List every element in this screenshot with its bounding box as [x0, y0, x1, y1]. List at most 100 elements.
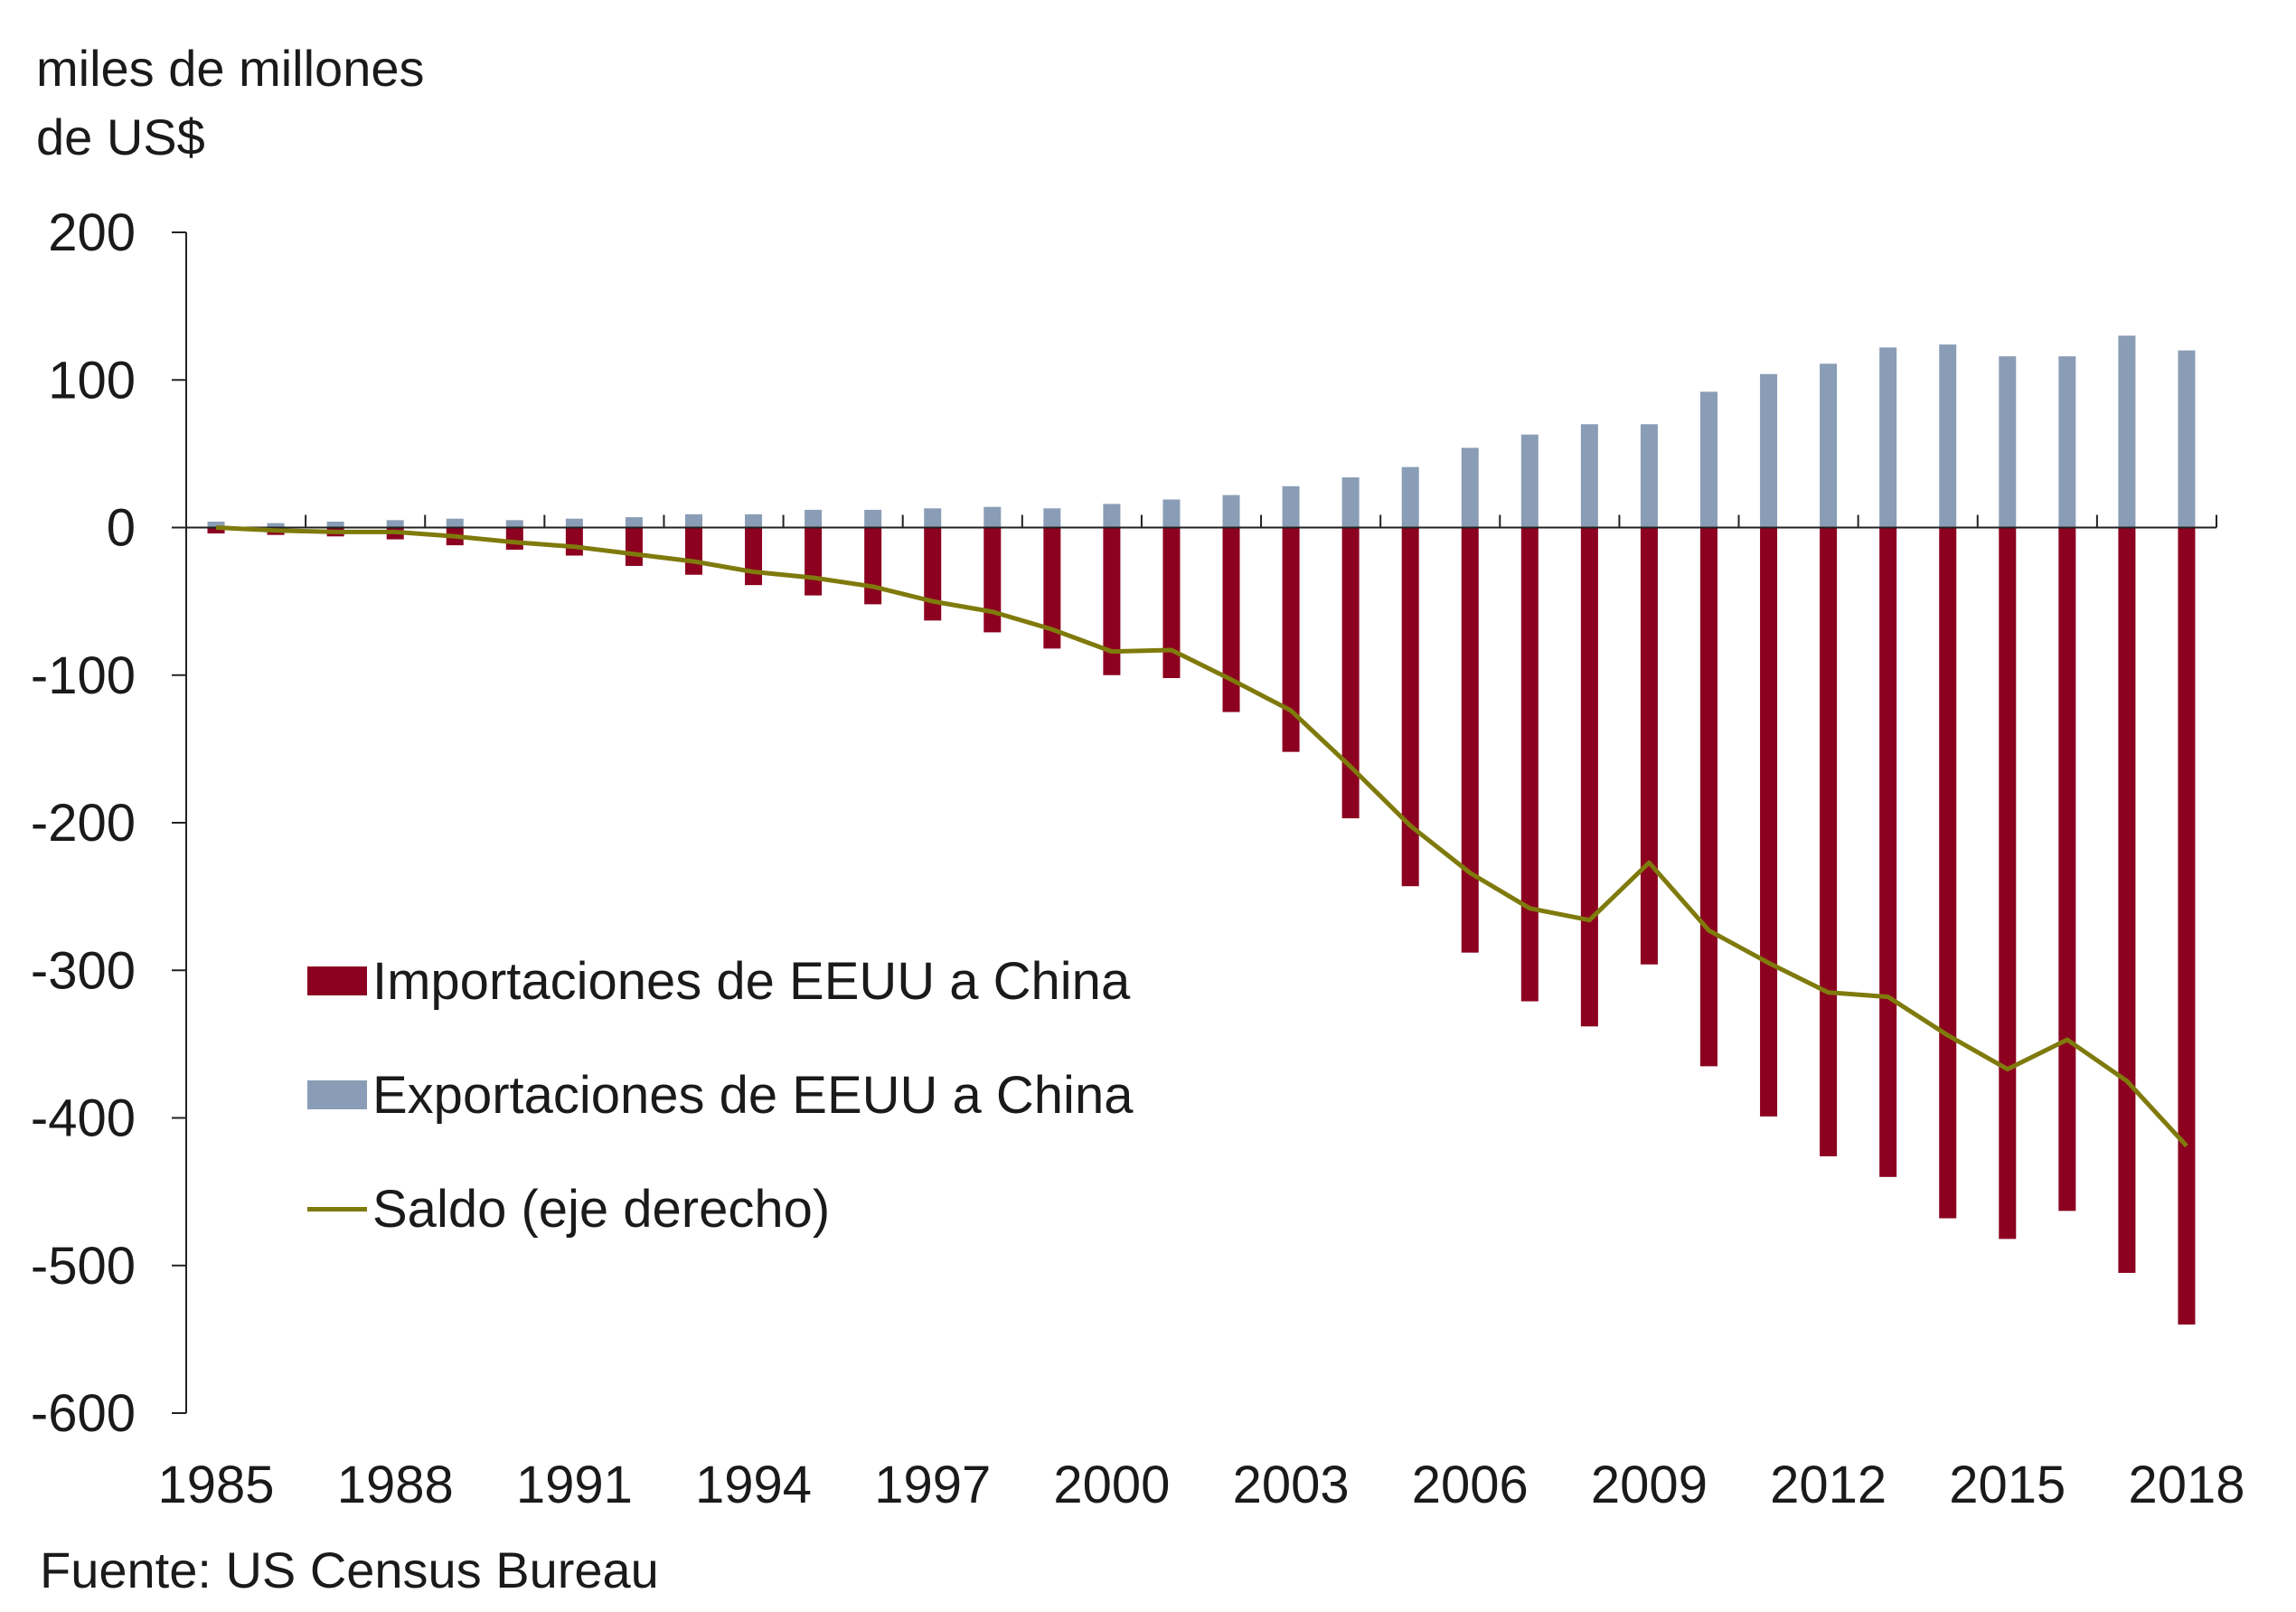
- legend-swatch-exports: [307, 1080, 367, 1109]
- export-bar-1990: [505, 520, 523, 528]
- import-bar-1997: [924, 527, 942, 621]
- legend-label-exports: Exportaciones de EEUU a China: [372, 1065, 1134, 1125]
- export-bar-2013: [1879, 347, 1897, 528]
- export-bar-1989: [446, 518, 464, 528]
- x-tick-label: 2012: [1770, 1456, 1887, 1514]
- unit-label-line-1: miles de millones: [36, 40, 425, 97]
- y-tick-labels: 200 100 0 -100 -200 -300 -400 -500 -600: [31, 203, 136, 1443]
- import-bar-1999: [1043, 527, 1061, 649]
- x-tick-label: 2006: [1412, 1456, 1529, 1514]
- export-bar-1996: [864, 509, 882, 528]
- export-bar-2017: [2118, 335, 2136, 528]
- legend-label-imports: Importaciones de EEUU a China: [372, 951, 1131, 1011]
- legend-item-exports: Exportaciones de EEUU a China: [307, 1038, 1133, 1152]
- y-tick-label: -600: [31, 1384, 136, 1443]
- y-tick-label: -100: [31, 646, 136, 705]
- x-tick-label: 1985: [158, 1456, 275, 1514]
- export-bar-2018: [2178, 350, 2196, 528]
- export-bar-1991: [565, 518, 583, 528]
- x-tick-label: 2018: [2128, 1456, 2244, 1514]
- import-bar-1995: [805, 527, 823, 596]
- source-note: Fuente: US Census Bureau: [40, 1541, 659, 1598]
- export-bar-2011: [1760, 373, 1778, 528]
- import-bar-2012: [1820, 527, 1838, 1156]
- export-bar-1988: [386, 520, 404, 528]
- import-bar-2018: [2178, 527, 2196, 1325]
- export-bar-2008: [1580, 424, 1598, 528]
- y-tick-label: -200: [31, 794, 136, 853]
- export-bar-2002: [1222, 495, 1240, 528]
- exports-series: [207, 335, 2196, 528]
- export-bar-1986: [267, 523, 285, 528]
- import-bar-2014: [1939, 527, 1957, 1219]
- legend-item-imports: Importaciones de EEUU a China: [307, 924, 1133, 1038]
- x-tick-label: 2000: [1053, 1456, 1170, 1514]
- import-bar-2011: [1760, 527, 1778, 1117]
- import-bar-2016: [2058, 527, 2076, 1211]
- import-bar-2003: [1282, 527, 1300, 752]
- import-bar-1992: [625, 527, 643, 566]
- legend: Importaciones de EEUU a China Exportacio…: [307, 924, 1133, 1266]
- balance-series: [215, 525, 2188, 1148]
- unit-label-line-2: de US$: [36, 108, 205, 165]
- export-bar-2005: [1401, 467, 1419, 528]
- import-bar-2005: [1401, 527, 1419, 887]
- export-bar-1987: [326, 521, 344, 528]
- export-bar-2014: [1939, 344, 1957, 528]
- x-tick-label: 1988: [337, 1456, 454, 1514]
- export-bar-1999: [1043, 508, 1061, 528]
- y-tick-label: 200: [48, 203, 136, 262]
- export-bar-2016: [2058, 356, 2076, 528]
- import-bar-1996: [864, 527, 882, 605]
- x-tick-label: 2003: [1233, 1456, 1350, 1514]
- y-tick-label: -400: [31, 1089, 136, 1148]
- import-bar-1990: [505, 527, 523, 550]
- export-bar-1985: [207, 521, 225, 528]
- import-bar-1994: [745, 527, 763, 586]
- y-axis-unit-label: miles de millones de US$: [36, 34, 425, 172]
- import-bar-2009: [1640, 527, 1658, 965]
- export-bar-2012: [1820, 363, 1838, 528]
- export-bar-2009: [1640, 424, 1658, 528]
- export-bar-1997: [924, 508, 942, 528]
- import-bar-2008: [1580, 527, 1598, 1027]
- export-bar-1998: [983, 506, 1002, 528]
- import-bar-1991: [565, 527, 583, 556]
- x-tick-labels: 1985 1988 1991 1994 1997 2000 2003 2006 2009 2012…: [158, 1456, 2245, 1514]
- x-tick-label: 2009: [1591, 1456, 1708, 1514]
- x-tick-label: 1991: [516, 1456, 633, 1514]
- import-bar-2002: [1222, 527, 1240, 712]
- import-bar-2004: [1341, 527, 1360, 819]
- legend-swatch-imports: [307, 966, 367, 995]
- import-bar-2007: [1520, 527, 1539, 1002]
- export-bar-1995: [805, 509, 823, 528]
- export-bar-2001: [1162, 499, 1181, 528]
- export-bar-2000: [1103, 504, 1121, 528]
- export-bar-2004: [1341, 476, 1360, 528]
- imports-series: [207, 527, 2196, 1325]
- import-bar-2013: [1879, 527, 1897, 1177]
- import-bar-1993: [685, 527, 702, 575]
- export-bar-1994: [745, 514, 763, 528]
- export-bar-1992: [625, 517, 643, 528]
- import-bar-2006: [1461, 527, 1479, 953]
- import-bar-1998: [983, 527, 1002, 633]
- import-bar-2015: [1999, 527, 2017, 1240]
- import-bar-2000: [1103, 527, 1121, 675]
- export-bar-1993: [685, 514, 702, 528]
- import-bar-1985: [207, 527, 225, 534]
- y-tick-label: 100: [48, 351, 136, 410]
- x-tick-label: 2015: [1949, 1456, 2065, 1514]
- export-bar-2007: [1520, 434, 1539, 528]
- export-bar-2003: [1282, 485, 1300, 528]
- x-tick-label: 1997: [874, 1456, 991, 1514]
- axes: [172, 231, 2217, 1414]
- legend-item-balance: Saldo (eje derecho): [307, 1152, 1133, 1266]
- export-bar-2006: [1461, 448, 1479, 528]
- x-tick-label: 1994: [695, 1456, 812, 1514]
- legend-label-balance: Saldo (eje derecho): [372, 1179, 831, 1239]
- y-tick-label: -500: [31, 1237, 136, 1296]
- legend-swatch-balance: [307, 1206, 367, 1211]
- y-tick-label: -300: [31, 941, 136, 1000]
